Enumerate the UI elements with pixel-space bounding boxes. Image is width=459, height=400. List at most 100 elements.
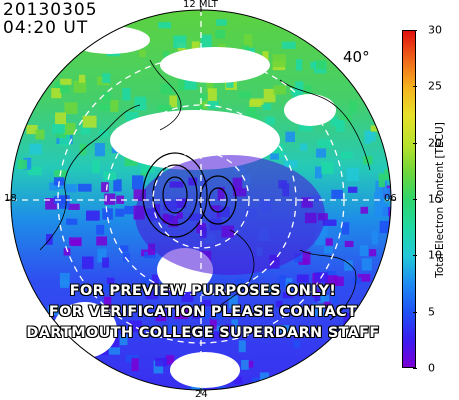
tec-cell [108,347,121,355]
tec-cell [17,159,28,170]
tec-cell [215,29,226,39]
tec-cell [317,290,325,303]
tec-cell [202,299,211,307]
tec-cell [102,257,109,268]
tec-cell [94,143,105,157]
tec-cell [167,323,178,332]
tec-cell [384,187,391,199]
tec-cell [216,19,227,26]
tec-cell [341,222,350,235]
tec-cell [59,86,70,93]
tec-cell [346,167,359,182]
tec-cell [55,112,66,125]
tec-cell [233,376,243,384]
tec-cell [270,153,279,160]
tec-cell [125,111,139,121]
tec-cell [144,251,156,259]
tec-cell [77,183,92,192]
tec-cell [290,87,301,95]
tec-cell [378,173,385,188]
tec-cell [29,143,42,155]
tec-cell [132,175,144,190]
tec-cell [207,88,217,101]
tec-cell [238,91,252,98]
tec-cell [361,258,372,271]
tec-cell [335,120,345,132]
no-data-gap-bottom [170,352,240,388]
colorbar-tick-15: 15 [428,192,442,206]
latitude-label: 40° [343,48,370,66]
tec-cell [147,243,156,255]
tec-cell [243,33,253,48]
tec-cell [352,277,362,284]
tec-cell [226,80,234,88]
tec-cell [194,105,203,112]
watermark-line-1: FOR PREVIEW PURPOSES ONLY! [69,283,337,299]
tec-cell [102,208,113,220]
latitude-grid [11,10,391,390]
tec-cell [153,360,164,374]
tec-cell [317,139,331,148]
tec-cell [285,131,295,142]
colorbar-label: Total Electron Content [TECU] [434,122,446,278]
tec-cell [97,248,107,263]
tec-cell [66,218,78,225]
watermark-line-3: DARTMOUTH COLLEGE SUPERDARN STAFF [26,325,380,341]
tec-cell [51,88,62,99]
colorbar-tick-mark [413,199,417,200]
tec-cell [23,157,32,170]
tec-cell [155,358,168,367]
tec-cell [141,277,152,286]
tec-cell [101,182,109,193]
tec-cell [120,245,129,252]
tec-cell [316,60,326,70]
tec-cell [314,291,321,302]
tec-cell [102,92,111,102]
tec-cell [374,192,384,204]
date-label: 20130305 [3,0,98,20]
tec-cell [78,74,86,83]
deep-purple-region [135,155,325,275]
no-data-gap-east [284,94,336,126]
tec-cell [45,198,57,210]
tec-cell [295,59,303,71]
tec-cell [281,41,296,49]
tec-cell [60,78,72,85]
no-data-gap-north [160,47,270,83]
tec-cell [207,100,219,109]
tec-cell [104,193,116,205]
colorbar-tick-25: 25 [428,79,442,93]
tec-cell [158,22,172,29]
tec-cell [145,291,159,300]
colorbar-tick-0: 0 [428,361,435,375]
tec-cell [86,210,100,221]
tec-cell [65,184,77,193]
tec-cell [324,275,338,286]
tec-cell [113,179,122,192]
tec-cell [294,253,303,263]
mlt-top-label: 12 MLT [183,0,218,10]
tec-cell [102,73,111,84]
tec-cell [314,166,323,179]
colorbar-tick-mark [413,255,417,257]
tec-cell [184,78,197,90]
coastlines [39,59,371,321]
tec-cell [155,308,164,319]
tec-cell [124,156,138,167]
tec-cell [382,254,391,262]
tec-cell [312,303,325,317]
tec-cell [98,129,109,138]
tec-cell [293,340,300,348]
tec-cell [321,161,334,175]
tec-cell [80,125,91,135]
colorbar-tick-mark [413,311,417,313]
tec-cell [192,306,201,319]
tec-cell [47,306,61,316]
tec-cell [157,104,172,111]
tec-cell [322,219,337,226]
tec-cell [369,249,377,257]
tec-cell [26,124,38,135]
tec-cell [379,220,391,234]
tec-cell [296,274,309,283]
tec-cell [68,203,80,210]
